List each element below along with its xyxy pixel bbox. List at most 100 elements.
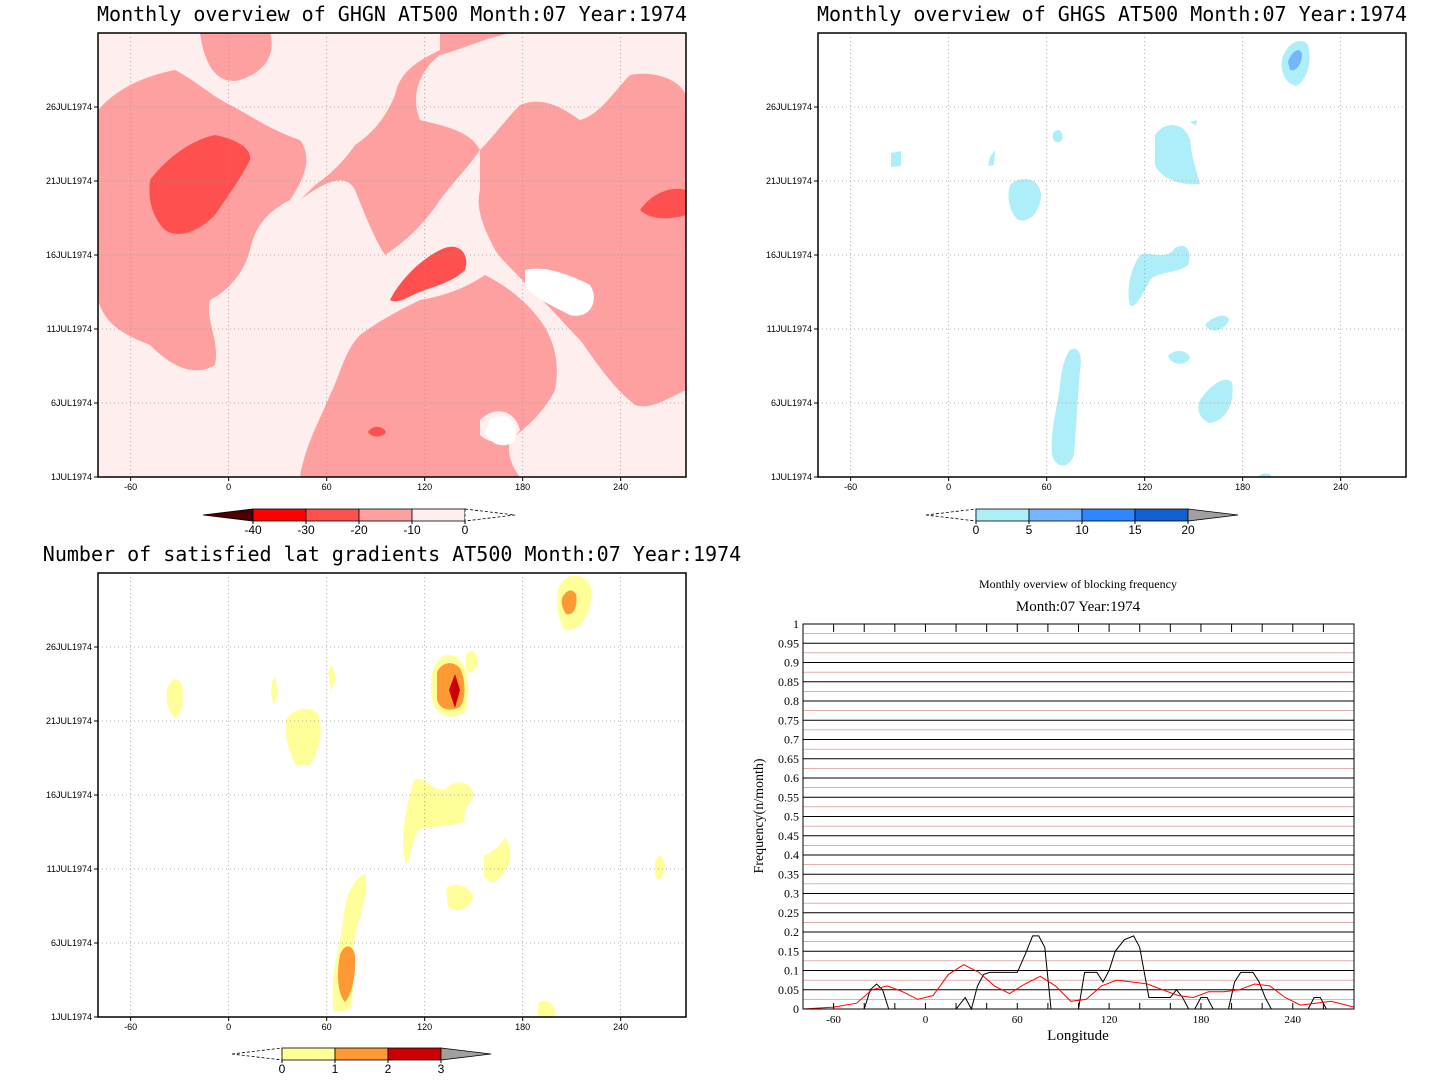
- ghgs-blob-9: [891, 151, 901, 167]
- colorbar-label: -30: [297, 523, 315, 537]
- y-tick-label: 0.45: [778, 829, 799, 843]
- panel-ghgs: Monthly overview of GHGS AT500 Month:07 …: [766, 2, 1407, 537]
- y-tick-label: 0.8: [784, 694, 799, 708]
- latg-blob-4: [166, 678, 183, 718]
- latg-blob-11: [328, 664, 336, 692]
- y-tick-label: 0.5: [784, 810, 799, 824]
- colorbar-label: 15: [1128, 523, 1142, 537]
- latg-blob-8: [446, 885, 473, 911]
- colorbar-label: 0: [462, 523, 469, 537]
- colorbar-left-triangle: [231, 1047, 283, 1061]
- y-tick-label: 21JUL1974: [46, 176, 92, 186]
- latg-blob-7: [484, 838, 511, 882]
- y-tick-label: 21JUL1974: [46, 716, 92, 726]
- ghgs-blob-5: [1051, 348, 1081, 466]
- x-tick-label: 120: [1137, 482, 1152, 492]
- colorbar-segment: [411, 508, 466, 522]
- y-tick-label: 11JUL1974: [47, 864, 92, 874]
- ghgn-region-center: [300, 33, 510, 255]
- y-tick-label: 1JUL1974: [51, 1012, 92, 1022]
- x-tick-label: 240: [1285, 1014, 1302, 1026]
- y-tick-label: 6JUL1974: [51, 938, 92, 948]
- ghgn-region-east: [478, 73, 686, 407]
- ghgn-colorbar: -40 -30 -20 -10 0: [202, 508, 516, 537]
- ghgn-field: [98, 33, 686, 477]
- ghgs-blob-3: [1008, 179, 1041, 221]
- ghgs-blob-4: [1128, 245, 1190, 306]
- y-tick-label: 0.85: [778, 675, 799, 689]
- colorbar-label: -20: [350, 523, 368, 537]
- colorbar-label: -10: [403, 523, 421, 537]
- y-tick-label: 11JUL1974: [47, 324, 92, 334]
- blocking-series: [802, 935, 1355, 1011]
- colorbar-left-triangle: [202, 508, 254, 522]
- x-tick-label: 180: [515, 1022, 530, 1032]
- y-tick-label: 26JUL1974: [46, 102, 92, 112]
- ghgn-region-top: [200, 33, 272, 81]
- colorbar-segment: [334, 1047, 389, 1061]
- x-tick-label: 60: [322, 482, 332, 492]
- blocking-ticks: 0 0.05 0.1 0.15 0.2 0.25 0.3 0.35 0.4 0.45 0.5 0.55…: [778, 617, 1355, 1026]
- latg-blob-6: [403, 778, 474, 865]
- colorbar-label: 1: [332, 1062, 339, 1076]
- x-tick-label: 60: [1042, 482, 1052, 492]
- lat-gradients-title: Number of satisfied lat gradients AT500 …: [43, 542, 741, 566]
- x-tick-label: 120: [417, 482, 432, 492]
- ghgs-colorbar: 0 5 10 15 20: [925, 508, 1239, 537]
- y-tick-label: 6JUL1974: [771, 398, 812, 408]
- ghgs-field: [818, 33, 1406, 477]
- ghgs-blob-7: [1168, 350, 1190, 364]
- y-tick-label: 1: [793, 617, 799, 631]
- panel-ghgn: Monthly overview of GHGN AT500 Month:07 …: [46, 2, 687, 537]
- ghgn-white-2: [485, 416, 516, 446]
- colorbar-segment: [1081, 508, 1136, 522]
- colorbar-label: 20: [1181, 523, 1195, 537]
- ghgs-blob-1-core: [1288, 50, 1302, 71]
- x-tick-label: -60: [826, 1014, 841, 1026]
- series-line-black: [803, 935, 1354, 1011]
- y-tick-label: 0.95: [778, 636, 799, 650]
- y-tick-label: 0.55: [778, 790, 799, 804]
- y-tick-label: 16JUL1974: [46, 250, 92, 260]
- ghgs-blob-8: [1205, 315, 1229, 331]
- y-tick-label: 0.7: [784, 733, 799, 747]
- lat-gradients-field: [98, 573, 686, 1017]
- ghgs-background: [818, 33, 1406, 477]
- ghgs-blob-11: [1052, 130, 1063, 143]
- colorbar-segment: [358, 508, 413, 522]
- ghgs-blob-12: [1258, 473, 1272, 477]
- x-tick-label: 180: [515, 482, 530, 492]
- colorbar-segment: [975, 508, 1030, 522]
- colorbar-label: 2: [385, 1062, 392, 1076]
- colorbar-label: 5: [1026, 523, 1033, 537]
- colorbar-segment: [305, 508, 360, 522]
- latg-blob-12: [655, 855, 665, 880]
- y-tick-label: 26JUL1974: [766, 102, 812, 112]
- y-tick-label: 26JUL1974: [46, 642, 92, 652]
- blocking-ylabel: Frequency(n/month): [752, 758, 767, 873]
- x-tick-label: 0: [226, 482, 231, 492]
- colorbar-right-triangle: [464, 508, 516, 522]
- ghgn-gap-1: [340, 79, 375, 122]
- colorbar-segment: [1134, 508, 1189, 522]
- ghgn-blob-2: [390, 246, 467, 302]
- ghgn-blob-4: [368, 426, 386, 437]
- y-tick-label: 11JUL1974: [767, 324, 812, 334]
- series-line-red: [802, 964, 1355, 1010]
- latg-blob-2-core: [449, 674, 460, 708]
- x-tick-label: 180: [1193, 1014, 1210, 1026]
- ghgn-blob-1: [149, 135, 251, 235]
- x-tick-label: 180: [1235, 482, 1250, 492]
- ghgs-ticks: -60 0 60 120 180 240 1JUL1974 6JUL1974 11JUL1974…: [766, 102, 1348, 492]
- latg-blob-10: [271, 676, 278, 705]
- latg-blob-5: [285, 708, 321, 765]
- y-tick-label: 0.9: [784, 656, 799, 670]
- blocking-subtitle: Month:07 Year:1974: [1016, 599, 1141, 615]
- lat-gradients-colorbar: 0 1 2 3: [231, 1047, 492, 1076]
- ghgn-ticks: -60 0 60 120 180 240 1JUL1974 6JUL1974 11JUL1974…: [46, 102, 628, 492]
- y-tick-label: 0.6: [784, 771, 799, 785]
- y-tick-label: 16JUL1974: [46, 790, 92, 800]
- ghgs-blob-6: [1198, 379, 1233, 423]
- x-tick-label: 120: [1101, 1014, 1118, 1026]
